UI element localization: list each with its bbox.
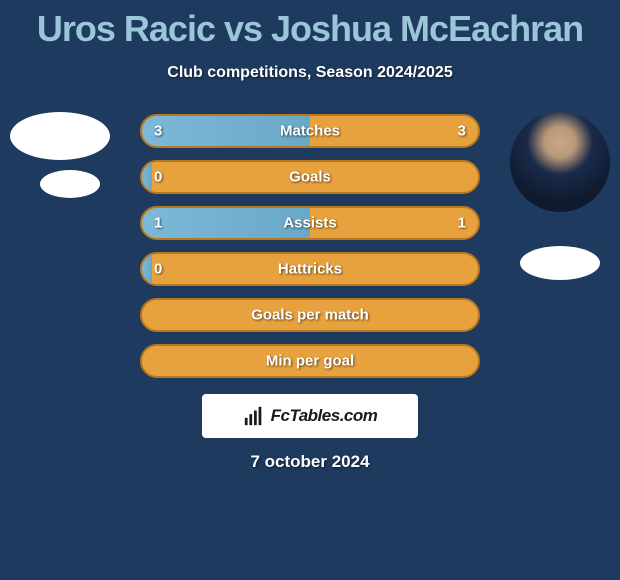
stat-right-value: 1	[458, 215, 466, 232]
comparison-subtitle: Club competitions, Season 2024/2025	[0, 64, 620, 82]
player-left-flag	[40, 170, 100, 198]
stat-bars: 3 Matches 3 0 Goals 1 Assists 1 0 Hattri…	[140, 114, 480, 378]
stat-label: Goals	[289, 169, 331, 186]
stat-label: Hattricks	[278, 261, 342, 278]
stat-label: Matches	[280, 123, 340, 140]
stat-left-value: 3	[154, 123, 162, 140]
stat-bar-matches: 3 Matches 3	[140, 114, 480, 148]
stat-left-value: 0	[154, 261, 162, 278]
attribution-badge: FcTables.com	[202, 394, 418, 438]
stat-label: Goals per match	[251, 307, 369, 324]
stat-bar-goals: 0 Goals	[140, 160, 480, 194]
stat-left-value: 1	[154, 215, 162, 232]
bar-fill	[142, 254, 152, 284]
stat-label: Min per goal	[266, 353, 354, 370]
stat-label: Assists	[283, 215, 336, 232]
main-area: 3 Matches 3 0 Goals 1 Assists 1 0 Hattri…	[0, 114, 620, 472]
stat-bar-hattricks: 0 Hattricks	[140, 252, 480, 286]
stat-bar-min-per-goal: Min per goal	[140, 344, 480, 378]
stat-right-value: 3	[458, 123, 466, 140]
player-left-avatar	[10, 112, 110, 160]
comparison-title: Uros Racic vs Joshua McEachran	[0, 0, 620, 50]
fctables-icon	[243, 405, 265, 427]
attribution-text: FcTables.com	[271, 406, 378, 426]
player-right-flag	[520, 246, 600, 280]
stat-bar-assists: 1 Assists 1	[140, 206, 480, 240]
stat-left-value: 0	[154, 169, 162, 186]
stat-bar-goals-per-match: Goals per match	[140, 298, 480, 332]
player-right-avatar	[510, 112, 610, 212]
comparison-date: 7 october 2024	[0, 452, 620, 472]
bar-fill	[142, 162, 152, 192]
